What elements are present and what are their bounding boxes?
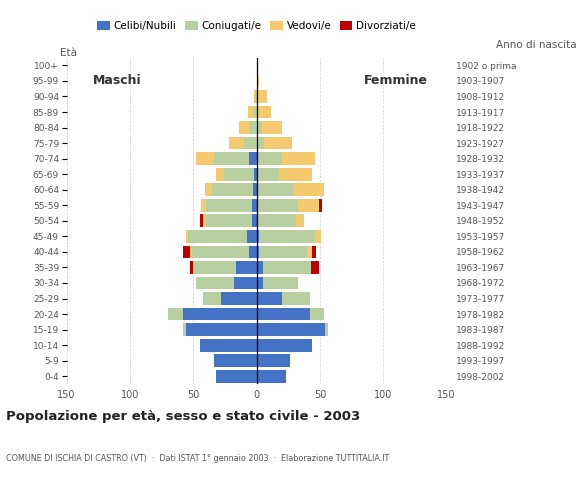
Bar [262, 121, 282, 134]
Legend: Celibi/Nubili, Coniugati/e, Vedovi/e, Divorziati/e: Celibi/Nubili, Coniugati/e, Vedovi/e, Di… [93, 17, 420, 36]
Bar [315, 230, 321, 243]
Bar [258, 215, 296, 227]
Bar [200, 339, 257, 351]
Bar [257, 199, 258, 212]
Bar [280, 168, 313, 180]
Bar [257, 370, 286, 383]
Bar [216, 168, 224, 180]
Bar [282, 292, 310, 305]
Bar [206, 199, 252, 212]
Bar [253, 106, 257, 119]
Bar [213, 354, 257, 367]
Bar [229, 137, 244, 149]
Bar [257, 292, 282, 305]
Bar [190, 261, 193, 274]
Bar [183, 323, 186, 336]
Bar [193, 261, 237, 274]
Bar [257, 121, 262, 134]
Bar [168, 308, 183, 321]
Bar [293, 183, 324, 196]
Bar [318, 199, 322, 212]
Bar [183, 245, 190, 258]
Text: Età: Età [60, 48, 77, 58]
Bar [313, 245, 316, 258]
Bar [257, 323, 325, 336]
Bar [257, 245, 259, 258]
Bar [257, 152, 282, 165]
Bar [257, 339, 313, 351]
Bar [213, 152, 249, 165]
Bar [204, 292, 221, 305]
Bar [249, 245, 257, 258]
Bar [249, 121, 257, 134]
Bar [190, 245, 191, 258]
Bar [237, 261, 257, 274]
Bar [205, 183, 212, 196]
Bar [257, 183, 258, 196]
Bar [183, 308, 257, 321]
Bar [257, 168, 280, 180]
Bar [234, 276, 257, 289]
Bar [263, 276, 299, 289]
Bar [249, 152, 257, 165]
Bar [204, 215, 206, 227]
Bar [244, 137, 257, 149]
Text: Anno di nascita: Anno di nascita [496, 40, 577, 50]
Bar [246, 230, 257, 243]
Bar [259, 245, 307, 258]
Bar [254, 168, 257, 180]
Bar [201, 199, 206, 212]
Bar [257, 308, 310, 321]
Bar [216, 370, 257, 383]
Bar [196, 152, 213, 165]
Bar [257, 137, 264, 149]
Bar [191, 245, 249, 258]
Bar [257, 354, 289, 367]
Bar [258, 106, 271, 119]
Bar [258, 199, 299, 212]
Bar [188, 230, 246, 243]
Bar [257, 276, 263, 289]
Text: Femmine: Femmine [364, 74, 428, 87]
Bar [257, 261, 263, 274]
Bar [257, 230, 259, 243]
Bar [253, 183, 257, 196]
Bar [257, 74, 259, 87]
Bar [186, 323, 257, 336]
Bar [258, 183, 293, 196]
Bar [311, 261, 318, 274]
Bar [186, 230, 188, 243]
Bar [257, 90, 267, 103]
Text: Maschi: Maschi [93, 74, 142, 87]
Bar [254, 90, 255, 103]
Bar [325, 323, 328, 336]
Bar [255, 90, 257, 103]
Bar [257, 106, 258, 119]
Bar [252, 199, 257, 212]
Bar [239, 121, 249, 134]
Bar [296, 215, 303, 227]
Bar [307, 245, 313, 258]
Bar [282, 152, 315, 165]
Text: Popolazione per età, sesso e stato civile - 2003: Popolazione per età, sesso e stato civil… [6, 410, 360, 423]
Bar [310, 308, 324, 321]
Bar [252, 215, 257, 227]
Bar [248, 106, 253, 119]
Bar [264, 137, 292, 149]
Bar [196, 276, 234, 289]
Bar [224, 168, 254, 180]
Bar [206, 215, 252, 227]
Text: COMUNE DI ISCHIA DI CASTRO (VT)  ·  Dati ISTAT 1° gennaio 2003  ·  Elaborazione : COMUNE DI ISCHIA DI CASTRO (VT) · Dati I… [6, 454, 389, 463]
Bar [212, 183, 253, 196]
Bar [259, 230, 315, 243]
Bar [257, 215, 258, 227]
Bar [263, 261, 311, 274]
Bar [299, 199, 318, 212]
Bar [200, 215, 204, 227]
Bar [221, 292, 257, 305]
